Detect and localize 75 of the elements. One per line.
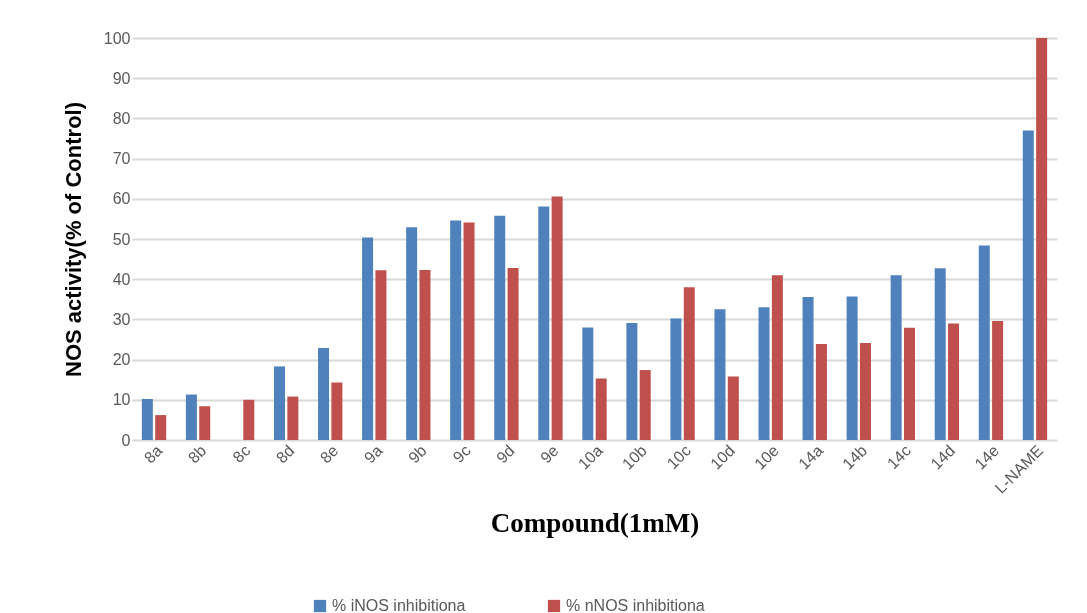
- y-tick-label: 40: [112, 270, 131, 288]
- x-tick-label: 14b: [839, 441, 871, 473]
- bar: [141, 399, 153, 440]
- bar: [287, 396, 299, 440]
- bar: [419, 269, 431, 440]
- bar: [934, 268, 946, 440]
- x-tick-label: 10c: [663, 441, 694, 473]
- x-axis-title: Compound(1mM): [490, 507, 700, 538]
- x-tick-label: 9b: [405, 441, 430, 467]
- bar: [582, 327, 594, 440]
- bar: [318, 347, 330, 440]
- bar: [375, 270, 387, 440]
- bar: [727, 376, 739, 440]
- bar: [450, 220, 462, 440]
- bar: [507, 267, 519, 440]
- bar: [859, 343, 871, 440]
- y-tick-label: 90: [112, 69, 131, 87]
- bar: [538, 206, 550, 440]
- x-tick-label: 10a: [574, 441, 606, 473]
- x-tick-label: 9a: [360, 441, 386, 467]
- bar: [948, 323, 960, 440]
- y-tick-label: 50: [112, 230, 131, 248]
- bar: [155, 415, 167, 440]
- bar: [463, 222, 475, 440]
- bar: [714, 309, 726, 440]
- bar: [1036, 38, 1048, 440]
- x-tick-label: 9e: [537, 441, 562, 467]
- legend-label: % nNOS inhibitiona: [566, 597, 705, 613]
- bar: [802, 296, 814, 440]
- bar: [551, 196, 563, 440]
- y-tick-label: 70: [112, 150, 131, 168]
- y-tick-label: 10: [112, 391, 131, 409]
- bar: [683, 287, 695, 440]
- x-tick-label: 8e: [316, 441, 342, 467]
- y-tick-label: 100: [103, 29, 131, 47]
- legend-label: % iNOS inhibitiona: [332, 597, 466, 613]
- bar: [1022, 130, 1034, 440]
- bar: [494, 215, 506, 440]
- x-tick-label: 14d: [927, 441, 959, 473]
- x-tick-label: 8c: [229, 441, 254, 466]
- x-tick-label: 10b: [618, 441, 650, 473]
- x-tick-label: 10d: [707, 441, 738, 473]
- bar: [639, 370, 651, 440]
- bar: [890, 275, 902, 440]
- bar: [992, 321, 1004, 440]
- bar: [846, 296, 858, 440]
- x-tick-label: 10e: [751, 441, 783, 473]
- y-tick-label: 60: [112, 190, 131, 208]
- bar: [362, 237, 374, 440]
- x-tick-label: 9d: [493, 441, 518, 467]
- bar: [758, 307, 770, 440]
- bar: [199, 406, 211, 440]
- bar: [185, 394, 197, 440]
- y-tick-label: 80: [112, 109, 131, 127]
- bar: [670, 318, 682, 440]
- bar: [978, 245, 990, 440]
- bar: [626, 323, 638, 440]
- bar: [771, 275, 783, 440]
- x-tick-label: 8b: [184, 441, 210, 467]
- x-tick-label: 9c: [449, 441, 474, 466]
- bar: [243, 399, 255, 440]
- x-tick-label: 8a: [140, 441, 166, 467]
- bar: [904, 327, 916, 440]
- bar: [331, 382, 343, 440]
- bar: [595, 378, 607, 440]
- x-tick-label: 14c: [883, 441, 915, 473]
- bar: [273, 366, 285, 440]
- y-tick-label: 30: [112, 310, 131, 328]
- y-tick-label: 0: [121, 431, 131, 449]
- bar: [406, 227, 418, 440]
- x-tick-label: 8d: [272, 441, 298, 467]
- y-axis-title: NOS activity(% of Control): [60, 101, 86, 378]
- bar: [815, 343, 827, 440]
- x-tick-label: 14a: [795, 441, 827, 473]
- y-tick-label: 20: [112, 351, 131, 369]
